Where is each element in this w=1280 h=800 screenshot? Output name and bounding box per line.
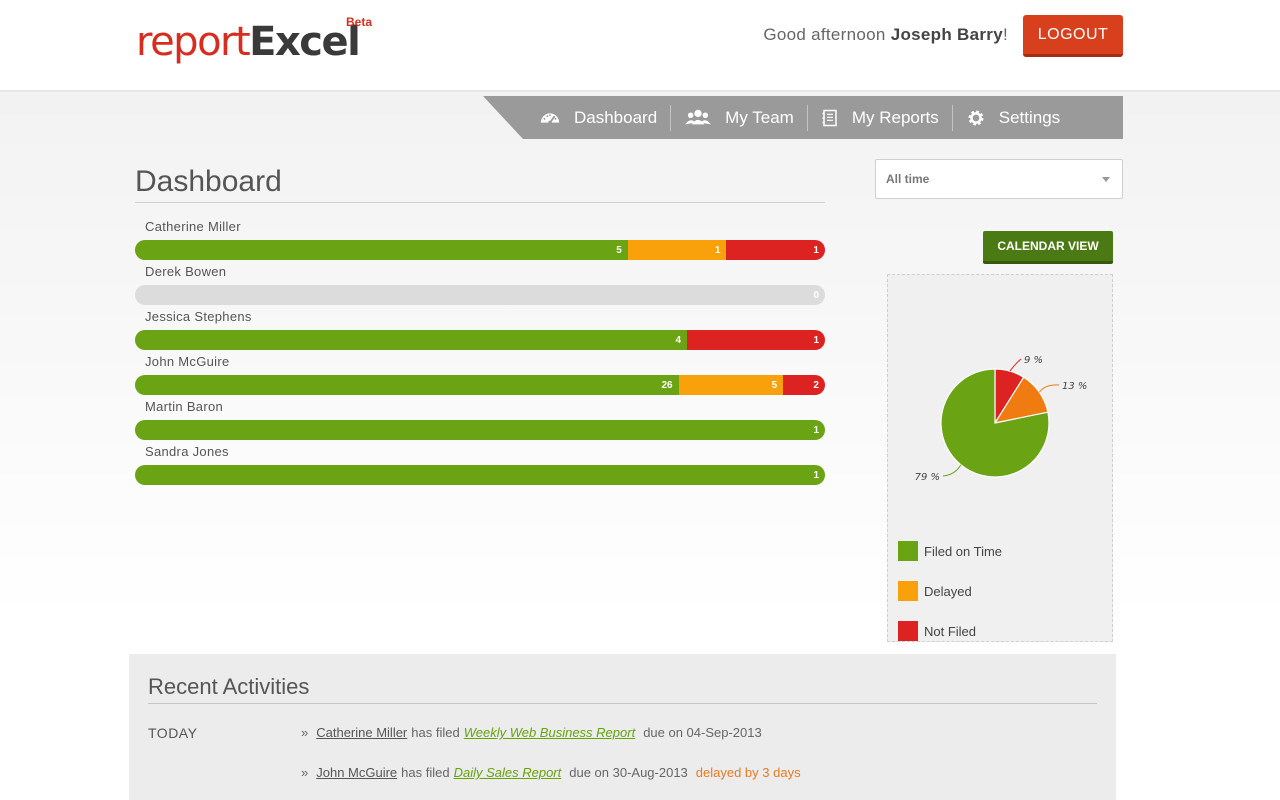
activity-delay-note: delayed by 3 days <box>695 765 801 780</box>
greeting-text: Good afternoon Joseph Barry! <box>763 25 1008 45</box>
bar-row: Jessica Stephens 4 1 <box>135 306 825 351</box>
pie-label: 79 % <box>915 472 940 483</box>
legend-swatch <box>898 621 918 641</box>
activity-item: » Catherine Miller has filed Weekly Web Bus… <box>301 725 762 740</box>
double-chevron-right-icon: » <box>301 765 309 780</box>
legend-item: Filed on Time <box>898 531 1002 571</box>
calendar-view-button[interactable]: CALENDAR VIEW <box>983 231 1113 264</box>
bar-person-name[interactable]: Catherine Miller <box>145 219 241 234</box>
legend-label: Filed on Time <box>924 543 1003 559</box>
speedometer-icon <box>540 112 560 124</box>
bar-person-name[interactable]: Sandra Jones <box>145 444 229 459</box>
nav-item-settings[interactable]: Settings <box>953 105 1073 131</box>
caret-down-icon <box>1102 177 1110 182</box>
greeting-prefix: Good afternoon <box>763 25 886 44</box>
team-status-bars: Catherine Miller 5 1 1 Derek Bowen 0 Jessica S… <box>135 216 825 486</box>
on-time-segment: 1 <box>135 465 825 485</box>
app-logo[interactable]: reportExcel <box>136 18 361 66</box>
page-header: reportExcel Beta Good afternoon Joseph B… <box>0 0 1280 92</box>
double-chevron-right-icon: » <box>301 725 309 740</box>
user-name: Joseph Barry <box>890 25 1003 44</box>
on-time-segment: 26 <box>135 375 679 395</box>
nav-label-dashboard: Dashboard <box>574 107 658 127</box>
pie-leader-line <box>1038 384 1060 393</box>
status-bar[interactable]: 0 <box>135 285 825 305</box>
status-bar[interactable]: 1 <box>135 465 825 485</box>
not-filed-segment: 1 <box>726 240 825 260</box>
activity-user-link[interactable]: Catherine Miller <box>316 725 408 740</box>
pie-label: 13 % <box>1062 381 1087 392</box>
status-pie-chart-panel: 9 % 13 % 79 % Filed on Time Delayed Not File… <box>887 274 1113 642</box>
activity-verb: has filed <box>411 725 460 740</box>
pie-label: 9 % <box>1024 355 1043 366</box>
empty-segment: 0 <box>135 285 825 305</box>
legend-label: Delayed <box>924 583 972 599</box>
bar-row: Sandra Jones 1 <box>135 441 825 486</box>
not-filed-segment: 2 <box>783 375 825 395</box>
nav-item-dashboard[interactable]: Dashboard <box>539 104 672 131</box>
nav-item-my-team[interactable]: My Team <box>671 104 808 131</box>
time-range-value: All time <box>886 172 930 186</box>
nav-label-settings: Settings <box>998 107 1061 127</box>
notebook-icon <box>822 109 837 126</box>
recent-activities-panel: Recent Activities TODAY » Catherine Mille… <box>129 654 1116 800</box>
activity-user-link[interactable]: John McGuire <box>316 765 398 780</box>
on-time-segment: 1 <box>135 420 825 440</box>
delayed-segment: 5 <box>678 375 784 395</box>
legend-swatch <box>898 581 918 601</box>
activity-item: » John McGuire has filed Daily Sales Report… <box>301 765 801 780</box>
activity-due-date: due on 30-Aug-2013 <box>569 765 688 780</box>
legend-label: Not Filed <box>924 623 977 639</box>
time-range-select[interactable]: All time <box>875 159 1123 199</box>
pie-leader-line <box>1009 358 1022 372</box>
status-bar[interactable]: 26 5 2 <box>135 375 825 395</box>
pie-leader-line <box>942 464 962 477</box>
nav-label-my-team: My Team <box>725 107 794 127</box>
bar-row: John McGuire 26 5 2 <box>135 351 825 396</box>
bar-row: Derek Bowen 0 <box>135 261 825 306</box>
bar-row: Catherine Miller 5 1 1 <box>135 216 825 261</box>
main-nav: Dashboard My Team My Reports Settings <box>483 96 1123 139</box>
pie-chart: 9 % 13 % 79 % <box>915 355 1088 483</box>
bar-person-name[interactable]: John McGuire <box>145 354 230 369</box>
bar-person-name[interactable]: Martin Baron <box>145 399 224 414</box>
legend-item: Not Filed <box>898 611 1002 651</box>
logo-part-report: report <box>136 19 251 65</box>
bar-row: Martin Baron 1 <box>135 396 825 441</box>
activity-report-link[interactable]: Daily Sales Report <box>453 765 562 780</box>
not-filed-segment: 1 <box>687 330 825 350</box>
page-title: Dashboard <box>135 166 825 203</box>
beta-badge: Beta <box>346 15 373 29</box>
bar-person-name[interactable]: Derek Bowen <box>145 264 227 279</box>
team-icon <box>685 109 712 124</box>
activity-due-date: due on 04-Sep-2013 <box>643 725 762 740</box>
activity-report-link[interactable]: Weekly Web Business Report <box>463 725 636 740</box>
recent-activities-title: Recent Activities <box>148 674 1097 704</box>
logout-button[interactable]: LOGOUT <box>1023 15 1123 57</box>
on-time-segment: 4 <box>135 330 687 350</box>
on-time-segment: 5 <box>135 240 628 260</box>
activity-verb: has filed <box>401 765 450 780</box>
chart-legend: Filed on Time Delayed Not Filed <box>898 531 1002 651</box>
status-bar[interactable]: 1 <box>135 420 825 440</box>
bar-person-name[interactable]: Jessica Stephens <box>145 309 252 324</box>
delayed-segment: 1 <box>627 240 727 260</box>
legend-item: Delayed <box>898 571 1002 611</box>
gear-icon <box>968 110 984 125</box>
nav-label-my-reports: My Reports <box>851 107 939 127</box>
logo-part-excel: Excel <box>249 19 361 65</box>
legend-swatch <box>898 541 918 561</box>
greeting-suffix: ! <box>1002 25 1008 44</box>
nav-item-my-reports[interactable]: My Reports <box>808 104 953 131</box>
activity-day-label: TODAY <box>148 725 198 741</box>
